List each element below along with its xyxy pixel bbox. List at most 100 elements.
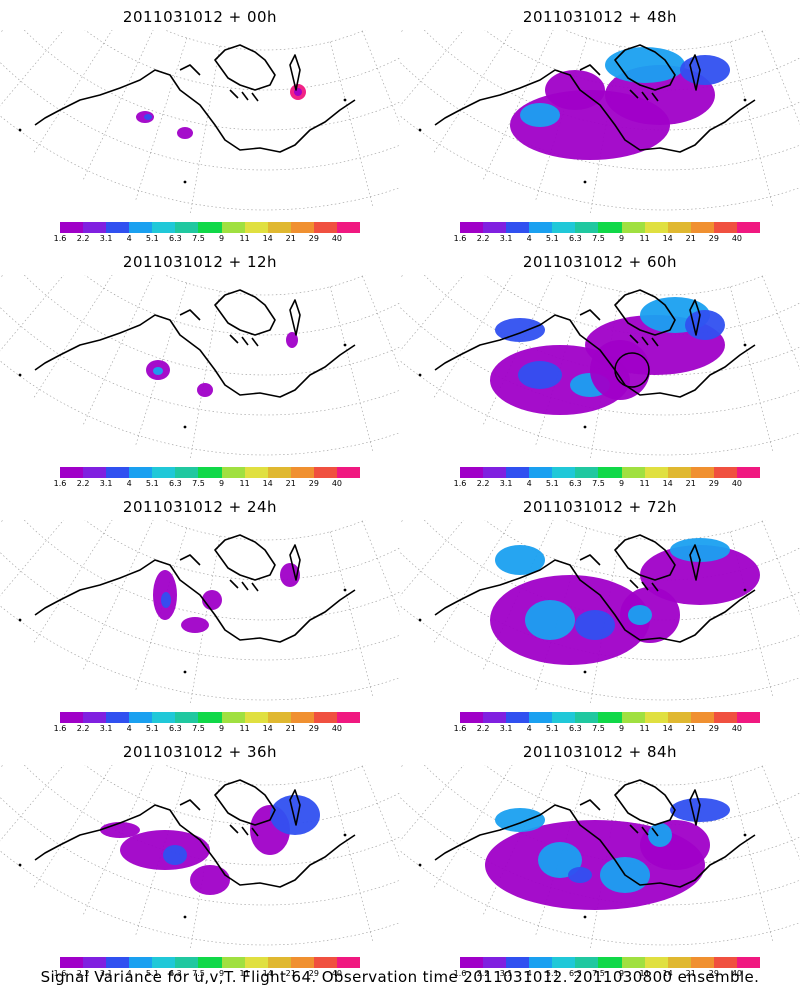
island-0 <box>18 618 22 622</box>
coastline <box>434 779 756 888</box>
forecast-panel: 2011031012 + 24h 1.6 2.2 3.1 4 5.1 6.3 7.5 9 11 14… <box>0 490 400 735</box>
colorbar-swatch <box>198 222 222 233</box>
colorbar-tick-label: 11 <box>239 234 250 243</box>
colorbar-tick-label: 4 <box>526 724 532 733</box>
colorbar-tick-label: 5.1 <box>545 724 559 733</box>
colorbar-swatch <box>644 222 668 233</box>
colorbar-tick-label: 29 <box>308 724 319 733</box>
variance-contour-1 <box>520 103 560 127</box>
colorbar-swatch <box>83 222 107 233</box>
colorbar-tick-label: 14 <box>262 724 273 733</box>
island-2 <box>743 343 747 347</box>
colorbar-tick-label: 29 <box>308 969 319 978</box>
colorbar-swatch <box>713 957 737 968</box>
variance-contour-1 <box>525 600 575 640</box>
colorbar-tick-label: 2.2 <box>76 724 90 733</box>
colorbar-swatch <box>667 222 691 233</box>
colorbar-tick-label: 11 <box>239 724 250 733</box>
colorbar-tick-label: 5.1 <box>145 479 159 488</box>
colorbar-tick-label: 9 <box>618 479 625 488</box>
colorbar-swatch <box>106 467 130 478</box>
colorbar-swatch <box>221 222 245 233</box>
colorbar-tick-label: 9 <box>618 724 625 733</box>
colorbar-tick-label: 9 <box>218 969 225 978</box>
variance-contour-1 <box>153 367 163 375</box>
colorbar-swatch <box>529 467 553 478</box>
forecast-panel: 2011031012 + 72h 1.6 2.2 3.1 4 5.1 6.3 7.5 9 11 14… <box>400 490 800 735</box>
polar-map <box>0 30 400 214</box>
colorbar-swatch <box>336 467 361 478</box>
colorbar-swatch <box>483 467 507 478</box>
colorbar <box>60 957 361 968</box>
colorbar-swatch <box>129 222 153 233</box>
colorbar-swatch <box>667 712 691 723</box>
colorbar-tick-label: 14 <box>662 479 673 488</box>
colorbar-tick-label: 21 <box>685 724 696 733</box>
colorbar-tick-label: 9 <box>218 724 225 733</box>
colorbar-swatch <box>529 222 553 233</box>
colorbar-tick-label: 6.3 <box>569 724 582 733</box>
polar-map <box>0 520 400 704</box>
colorbar-tick-label: 6.3 <box>169 479 182 488</box>
colorbar-swatch <box>552 712 576 723</box>
variance-field <box>485 798 730 910</box>
colorbar-swatch <box>106 712 130 723</box>
colorbar-swatch <box>290 222 314 233</box>
colorbar-swatch <box>267 222 291 233</box>
colorbar-swatch <box>267 957 291 968</box>
colorbar-swatch <box>575 712 599 723</box>
colorbar-tick-label: 5.1 <box>145 969 159 978</box>
colorbar-tick-label: 14 <box>662 724 673 733</box>
island-1 <box>183 915 187 919</box>
colorbar-swatch <box>621 467 645 478</box>
variance-contour-5 <box>545 70 605 110</box>
panel-title: 2011031012 + 24h <box>122 498 278 516</box>
colorbar-tick-label: 9 <box>218 479 225 488</box>
colorbar-tick-label: 40 <box>331 969 343 978</box>
colorbar-swatch <box>152 222 176 233</box>
colorbar-tick-label: 21 <box>285 234 296 243</box>
island-2 <box>343 98 347 102</box>
observation-ring <box>614 352 650 388</box>
colorbar-swatch <box>290 957 314 968</box>
colorbar-swatch <box>313 467 337 478</box>
colorbar-swatch <box>175 712 199 723</box>
variance-field <box>100 795 320 895</box>
variance-contour-7 <box>670 798 730 822</box>
colorbar-tick-label: 14 <box>262 234 273 243</box>
forecast-panel: 2011031012 + 36h 1.6 2.2 3.1 4 5.1 6.3 7.5 9 11 14… <box>0 735 400 980</box>
forecast-panel: 2011031012 + 60h 1.6 2.2 3.1 4 5.1 6.3 7.5 9 11 14… <box>400 245 800 490</box>
island-0 <box>418 373 422 377</box>
colorbar-tick-label: 6.3 <box>169 724 182 733</box>
colorbar-swatch <box>152 467 176 478</box>
colorbar-swatch <box>244 467 268 478</box>
variance-contour-1 <box>518 361 562 389</box>
colorbar-tick-label: 6.3 <box>169 234 182 243</box>
colorbar-tick-label: 1.6 <box>453 969 467 978</box>
colorbar-swatch <box>483 957 507 968</box>
polar-map <box>0 765 400 949</box>
colorbar-swatch <box>129 712 153 723</box>
colorbar-swatch <box>598 467 622 478</box>
colorbar-swatch <box>175 222 199 233</box>
colorbar-tick-label: 21 <box>285 724 296 733</box>
colorbar-swatch <box>575 467 599 478</box>
variance-contour-4 <box>280 563 300 587</box>
colorbar <box>460 712 761 723</box>
colorbar-swatch <box>690 467 714 478</box>
colorbar-tick-label: 4 <box>126 724 132 733</box>
variance-contour-7 <box>590 340 650 400</box>
variance-contour-7 <box>670 538 730 562</box>
island-0 <box>18 128 22 132</box>
colorbar-tick-label: 29 <box>308 479 319 488</box>
colorbar-tick-label: 21 <box>285 479 296 488</box>
island-0 <box>418 128 422 132</box>
colorbar-swatch <box>736 222 761 233</box>
graticule <box>400 275 800 459</box>
colorbar-swatch <box>313 712 337 723</box>
colorbar-tick-label: 7.5 <box>592 969 605 978</box>
colorbar-swatch <box>290 712 314 723</box>
colorbar-swatch <box>460 467 484 478</box>
colorbar-tick-label: 40 <box>731 234 743 243</box>
colorbar-tick-label: 3.1 <box>99 969 113 978</box>
